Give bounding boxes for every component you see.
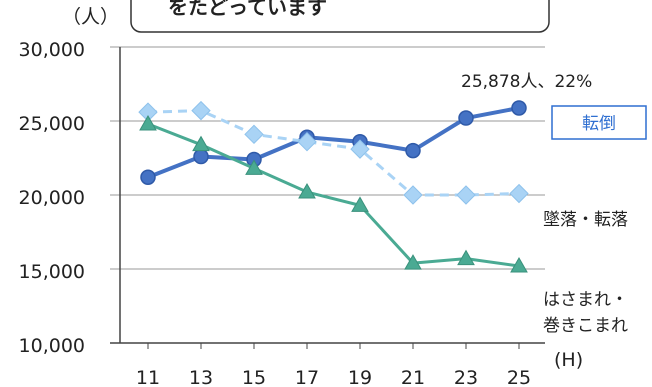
data-point (193, 148, 209, 165)
y-unit-label: （人） (62, 6, 119, 28)
data-point (405, 142, 421, 159)
y-tick-label: 30,000 (19, 39, 85, 61)
data-point (511, 100, 527, 116)
x-tick-label: 11 (136, 367, 160, 387)
series-label-caught-line1: はさまれ・ (543, 290, 628, 310)
data-point (351, 196, 369, 212)
x-tick-label: 23 (454, 367, 478, 387)
series-line (147, 122, 520, 268)
series-label-caught-line2: 巻きこまれ (543, 316, 628, 336)
data-point (245, 159, 263, 175)
data-point (244, 124, 264, 145)
data-point (404, 254, 422, 270)
x-tick-label: 21 (401, 367, 425, 387)
x-tick-label: 15 (242, 367, 266, 387)
data-point (298, 183, 316, 199)
series-group (138, 100, 529, 273)
x-tick-label: 19 (348, 367, 372, 387)
data-point (192, 135, 210, 152)
x-tick-label: 13 (189, 367, 213, 387)
data-point (139, 114, 157, 131)
banner-box (130, 0, 550, 33)
data-point (403, 185, 423, 205)
data-point (457, 249, 475, 266)
y-tick-label: 20,000 (19, 187, 85, 209)
axes (119, 47, 520, 349)
value-annotation: 25,878人、22% (461, 72, 592, 92)
data-point (350, 139, 370, 159)
data-point (297, 132, 317, 152)
x-unit-label: (H) (554, 349, 583, 371)
y-tick-label: 15,000 (19, 261, 85, 283)
banner-text: をたどっています (168, 0, 327, 19)
data-point (456, 185, 476, 205)
series-label-falls: 転倒 (582, 114, 616, 134)
series-label-fall-from-height: 墜落・転落 (543, 210, 628, 230)
y-tick-label: 10,000 (19, 335, 85, 357)
data-point (510, 257, 528, 273)
data-point (140, 169, 156, 185)
y-tick-label: 25,000 (19, 113, 85, 135)
data-point (191, 100, 211, 121)
series-line (147, 106, 520, 180)
x-tick-label: 17 (295, 367, 319, 387)
series-label-box (551, 105, 647, 140)
data-point (509, 183, 529, 204)
x-tick-label: 25 (507, 367, 531, 387)
data-point (458, 110, 474, 126)
